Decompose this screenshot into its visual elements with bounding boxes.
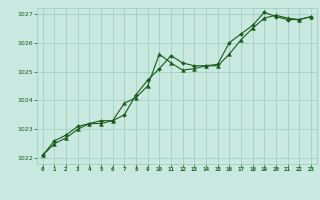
Text: Graphe pression niveau de la mer (hPa): Graphe pression niveau de la mer (hPa) — [58, 182, 262, 191]
